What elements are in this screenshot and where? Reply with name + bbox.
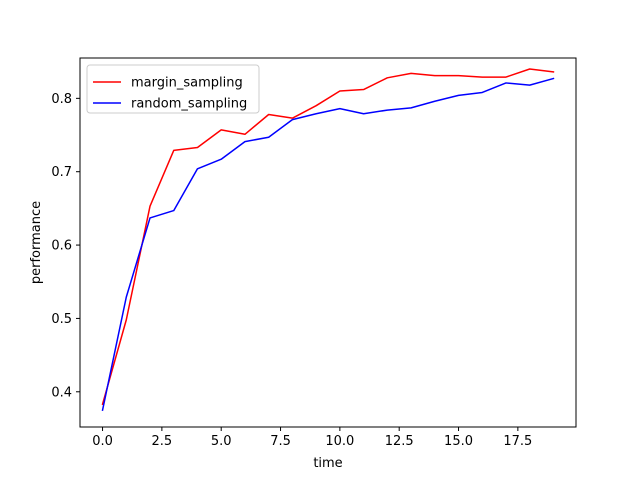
series-layer — [101, 68, 555, 412]
x-axis-label: time — [313, 456, 342, 471]
x-tick-label: 0.0 — [92, 434, 113, 449]
y-tick-label: 0.4 — [51, 385, 72, 400]
legend-box — [86, 64, 260, 114]
x-tick-label: 5.0 — [211, 434, 232, 449]
x-axis: 0.0 2.5 5.0 7.5 10.0 12.5 15.0 17.5 — [92, 427, 532, 449]
x-tick-label: 17.5 — [503, 434, 532, 449]
x-tick-label: 7.5 — [270, 434, 291, 449]
legend-label-random-sampling: random_sampling — [131, 97, 247, 112]
y-axis: 0.4 0.5 0.6 0.7 0.8 — [51, 92, 80, 400]
legend-label-margin-sampling: margin_sampling — [131, 76, 243, 91]
x-tick-label: 10.0 — [325, 434, 354, 449]
y-tick-label: 0.6 — [51, 239, 72, 254]
y-tick-label: 0.8 — [51, 92, 72, 107]
x-tick-label: 15.0 — [444, 434, 473, 449]
legend: margin_sampling random_sampling — [86, 64, 260, 114]
y-tick-label: 0.7 — [51, 165, 72, 180]
series-line-random-sampling — [101, 77, 555, 412]
x-tick-label: 2.5 — [152, 434, 173, 449]
series-line-margin-sampling — [101, 68, 555, 406]
y-tick-label: 0.5 — [51, 312, 72, 327]
plot-area-frame — [79, 57, 577, 428]
y-axis-label: performance — [29, 201, 44, 284]
x-tick-label: 12.5 — [385, 434, 414, 449]
